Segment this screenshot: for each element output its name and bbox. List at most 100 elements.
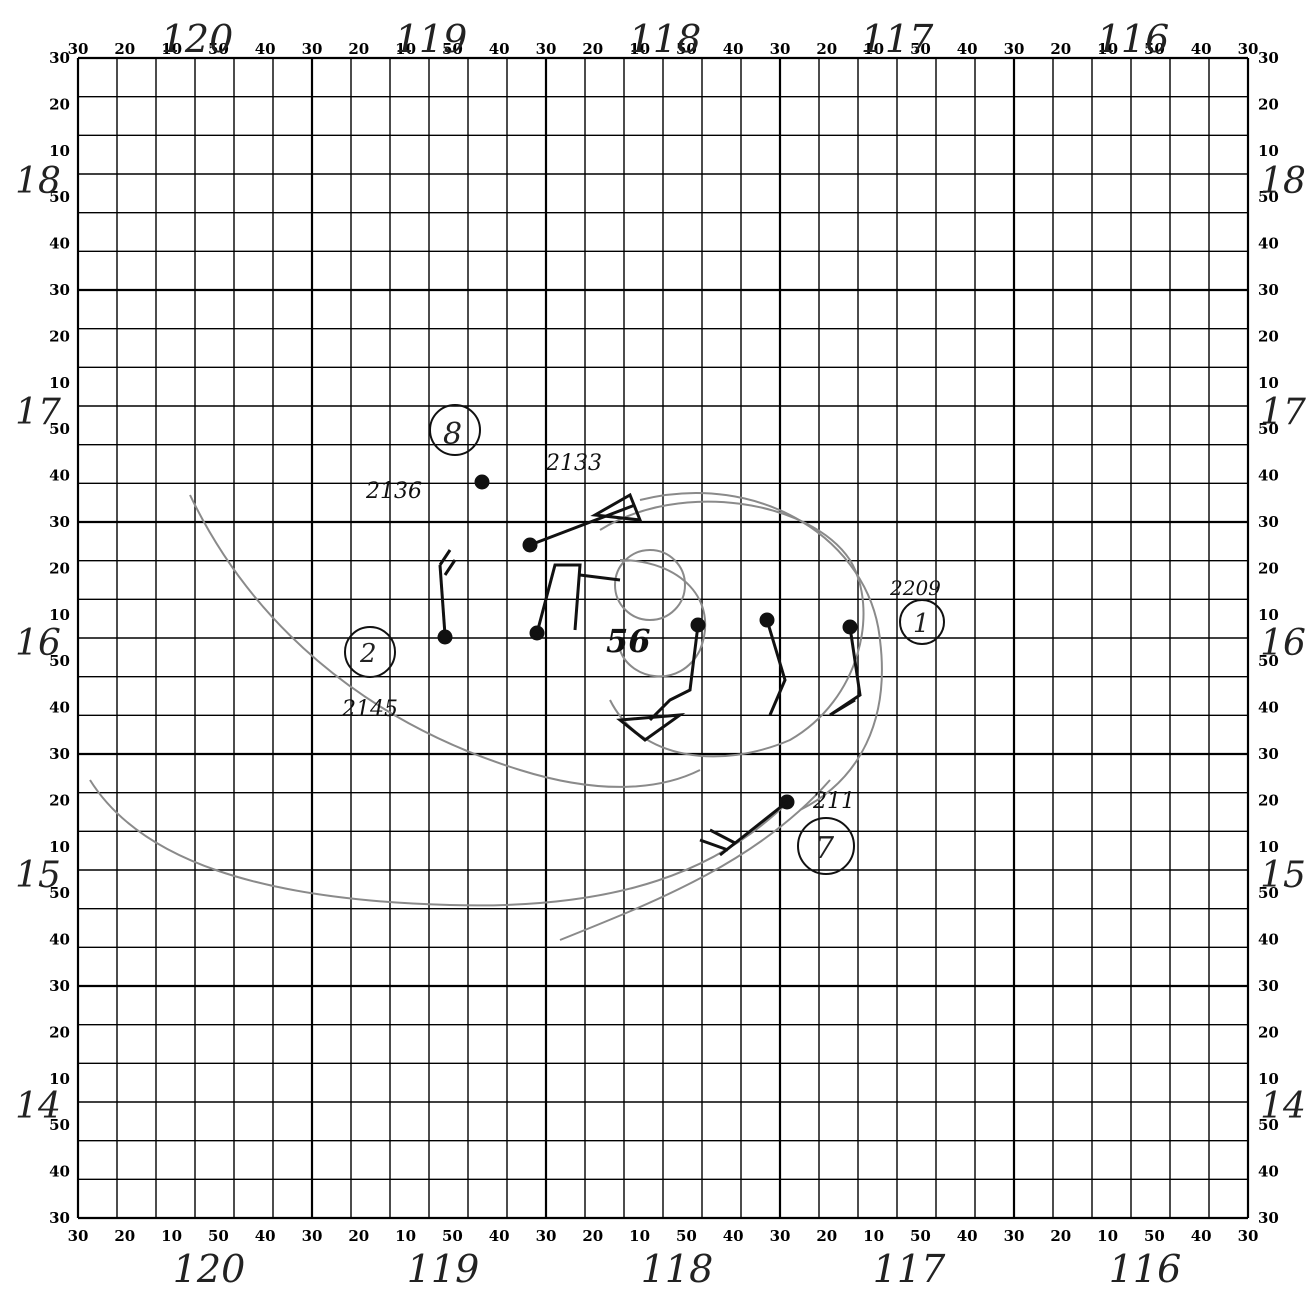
latitude-degree-label: 14: [1260, 1086, 1306, 1127]
bottom-minute-label: 10: [863, 1227, 884, 1245]
station-2-circle: [344, 626, 396, 678]
left-minute-label: 20: [49, 1023, 70, 1041]
longitude-degree-label: 116: [1097, 17, 1170, 61]
right-minute-label: 20: [1258, 791, 1279, 809]
bottom-minute-label: 20: [1050, 1227, 1071, 1245]
right-minute-label: 40: [1258, 699, 1279, 717]
bottom-minute-label: 10: [395, 1227, 416, 1245]
longitude-degree-label: 118: [641, 1247, 714, 1291]
top-minute-label: 20: [1050, 40, 1071, 58]
top-minute-label: 40: [1191, 40, 1212, 58]
right-minute-label: 30: [1258, 49, 1279, 67]
wind-barb-feather: [699, 838, 729, 852]
bottom-minute-label: 30: [68, 1227, 89, 1245]
left-minute-label: 30: [49, 49, 70, 67]
eye-circle: [614, 549, 687, 621]
top-minute-label: 50: [442, 40, 463, 58]
top-minute-label: 40: [957, 40, 978, 58]
latitude-degree-label: 15: [1260, 855, 1306, 896]
left-minute-label: 50: [49, 652, 70, 670]
right-minute-label: 10: [1258, 838, 1279, 856]
right-minute-label: 10: [1258, 1070, 1279, 1088]
bottom-minute-label: 30: [1004, 1227, 1025, 1245]
top-minute-label: 30: [1004, 40, 1025, 58]
bottom-minute-labels: 30 20 10 50 40 30 20 10 50 40 30 20 10 50 40 30 20 10 50 40…: [68, 1227, 1259, 1245]
right-minute-label: 40: [1258, 467, 1279, 485]
right-minute-label: 50: [1258, 188, 1279, 206]
latitude-degree-label: 17: [1260, 392, 1306, 433]
bottom-minute-label: 30: [1238, 1227, 1259, 1245]
bottom-minute-label: 10: [629, 1227, 650, 1245]
wind-barb-flag: [829, 626, 862, 717]
bottom-minute-label: 50: [676, 1227, 697, 1245]
right-minute-label: 40: [1258, 931, 1279, 949]
wind-barb-flag: [590, 492, 643, 522]
longitude-degree-label: 116: [1109, 1247, 1182, 1291]
right-minute-label: 20: [1258, 1023, 1279, 1041]
bottom-minute-label: 30: [302, 1227, 323, 1245]
bottom-minute-label: 20: [348, 1227, 369, 1245]
station-dot: [437, 629, 453, 645]
wind-barb-staff: [438, 564, 447, 636]
time-2209: 2209: [889, 576, 941, 600]
left-minute-label: 40: [49, 235, 70, 253]
top-minute-label: 10: [161, 40, 182, 58]
wind-barb-feather: [438, 549, 452, 566]
time-2136: 2136: [365, 479, 422, 504]
top-minute-label: 20: [582, 40, 603, 58]
outer-band-arc: [89, 779, 791, 907]
bottom-minute-label: 50: [442, 1227, 463, 1245]
wind-barb-feather: [709, 828, 736, 845]
time-2133: 2133: [545, 451, 602, 476]
wind-barb-feather: [443, 559, 457, 576]
bottom-minute-label: 20: [114, 1227, 135, 1245]
left-minute-label: 40: [49, 699, 70, 717]
longitude-degree-label: 120: [173, 1247, 246, 1291]
bottom-minute-label: 30: [536, 1227, 557, 1245]
pencil-spiral-sketch: [89, 491, 883, 941]
latitude-degree-label: 16: [1260, 623, 1306, 664]
station-2-label: 2: [359, 639, 377, 669]
top-minute-label: 20: [816, 40, 837, 58]
longitude-degree-label: 117: [861, 17, 934, 61]
latitude-degree-label: 18: [1260, 161, 1306, 202]
latitude-degree-labels-right: 18 17 16 15 14: [1260, 161, 1306, 1127]
left-minute-label: 20: [49, 559, 70, 577]
station-plots: [437, 474, 862, 857]
right-minute-label: 30: [1258, 513, 1279, 531]
longitude-degree-labels-bottom: 120 119 118 117 116: [173, 1247, 1182, 1291]
left-minute-label: 20: [49, 95, 70, 113]
bottom-minute-label: 20: [816, 1227, 837, 1245]
lower-feeder-arc: [559, 779, 831, 941]
station-dot: [474, 474, 490, 490]
right-minute-labels: 30 20 10 50 40 30 20 10 50 40 30 20 10 50 40 30 20 10 50 40…: [1258, 49, 1279, 1227]
left-minute-label: 50: [49, 884, 70, 902]
left-minute-label: 40: [49, 931, 70, 949]
inner-spiral: [619, 559, 707, 678]
left-minute-label: 50: [49, 420, 70, 438]
right-minute-label: 10: [1258, 142, 1279, 160]
bottom-minute-label: 10: [1097, 1227, 1118, 1245]
top-minute-label: 10: [629, 40, 650, 58]
right-minute-label: 30: [1258, 281, 1279, 299]
right-outer-arc: [639, 491, 883, 811]
right-minute-label: 50: [1258, 420, 1279, 438]
bottom-minute-label: 50: [208, 1227, 229, 1245]
wind-barb-staff: [719, 800, 788, 857]
inner-eye-ring: [599, 500, 865, 758]
lat-lon-grid: [76, 56, 1250, 1220]
longitude-degree-label: 119: [407, 1247, 480, 1291]
right-minute-label: 30: [1258, 745, 1279, 763]
left-minute-label: 10: [49, 606, 70, 624]
top-minute-label: 30: [68, 40, 89, 58]
right-minute-label: 10: [1258, 374, 1279, 392]
top-minute-label: 50: [676, 40, 697, 58]
top-minute-label: 50: [208, 40, 229, 58]
latitude-degree-label: 17: [15, 392, 61, 433]
top-minute-label: 50: [1144, 40, 1165, 58]
bottom-minute-label: 40: [489, 1227, 510, 1245]
longitude-degree-label: 117: [873, 1247, 946, 1291]
right-minute-label: 40: [1258, 235, 1279, 253]
latitude-degree-labels-left: 18 17 16 15 14: [15, 161, 61, 1127]
longitude-degree-label: 120: [161, 17, 234, 61]
